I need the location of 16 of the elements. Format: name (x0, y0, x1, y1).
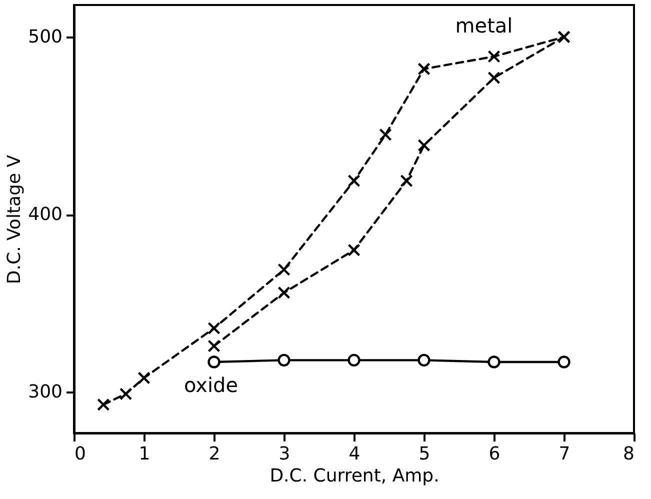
x-axis-title: D.C. Current, Amp. (270, 466, 440, 486)
y-axis-title: D.C. Voltage V (4, 154, 26, 284)
x-tick-label: 5 (418, 444, 430, 464)
x-tick-label: 7 (558, 444, 570, 464)
x-tick-label: 4 (348, 444, 360, 464)
series-label: oxide (184, 372, 238, 397)
x-tick-label: 8 (623, 444, 634, 464)
x-tick-label: 0 (74, 444, 86, 464)
x-tick-label: 3 (278, 444, 290, 464)
y-tick-label: 300 (28, 382, 62, 403)
y-tick-label: 500 (28, 26, 62, 48)
x-tick-label: 2 (208, 444, 220, 464)
x-tick-label: 6 (488, 444, 500, 464)
y-tick-label: 400 (28, 204, 62, 226)
series-label: metal (455, 14, 513, 38)
x-tick-label: 1 (138, 444, 150, 464)
